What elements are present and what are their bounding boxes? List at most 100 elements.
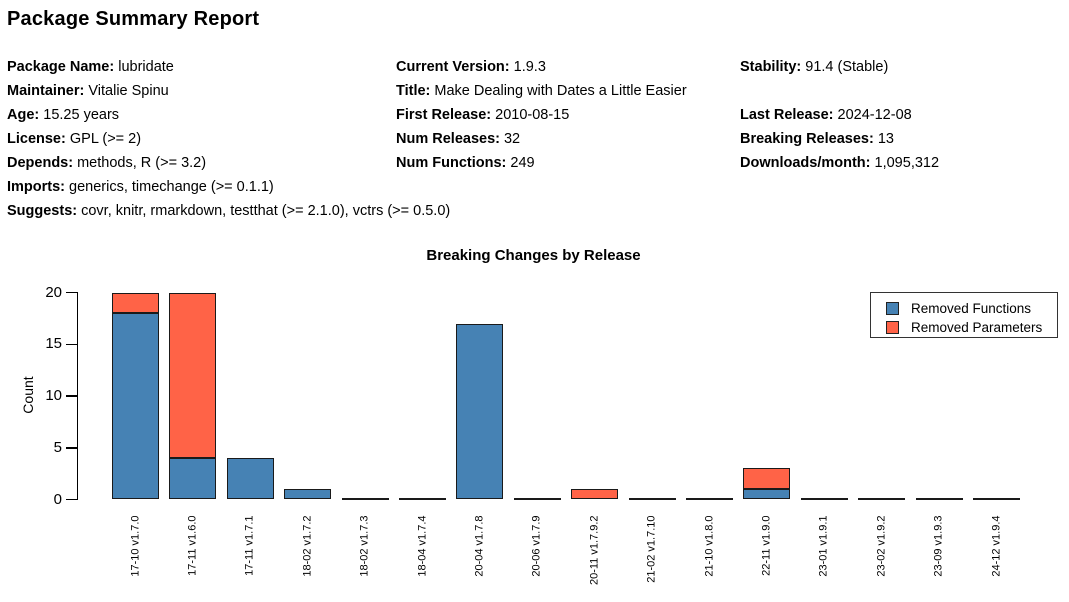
- info-field-value: GPL (>= 2): [65, 131, 142, 147]
- bar-removed-parameters: [743, 468, 791, 490]
- y-axis-tick: [66, 395, 77, 397]
- x-axis-tick-label: 23-09 v1.9.3: [932, 515, 945, 577]
- x-axis-tick-label: 18-02 v1.7.3: [358, 515, 371, 577]
- info-field-value: Make Dealing with Dates a Little Easier: [430, 83, 687, 99]
- legend-swatch-icon: [886, 302, 899, 315]
- info-field: Stability: 91.4 (Stable): [740, 55, 939, 79]
- info-field: License: GPL (>= 2): [7, 127, 450, 151]
- info-field-label: License:: [7, 131, 66, 147]
- info-field-label: Last Release:: [740, 107, 834, 123]
- info-field-label: Current Version:: [396, 59, 510, 75]
- info-field-label: Num Releases:: [396, 131, 500, 147]
- y-axis-tick: [66, 291, 77, 294]
- y-axis-tick-label: 20: [45, 283, 62, 301]
- info-field-label: Downloads/month:: [740, 155, 871, 171]
- bar-zero-baseline: [399, 498, 446, 500]
- info-field: Maintainer: Vitalie Spinu: [7, 79, 450, 103]
- y-axis-tick-label: 10: [45, 387, 62, 404]
- info-field-label: Maintainer:: [7, 83, 85, 99]
- bar-zero-baseline: [858, 498, 906, 500]
- info-field-value: generics, timechange (>= 0.1.1): [65, 179, 274, 195]
- y-axis-tick: [66, 498, 77, 501]
- breaking-changes-chart: Breaking Changes by Release Count 0 5 10 15…: [0, 240, 1069, 602]
- bar-zero-baseline: [341, 498, 389, 500]
- bar-zero-baseline: [513, 498, 561, 500]
- x-axis-tick-label: 20-11 v1.7.9.2: [588, 515, 601, 585]
- info-field: Imports: generics, timechange (>= 0.1.1): [7, 175, 450, 199]
- bar-removed-functions: [112, 313, 159, 500]
- y-axis-tick-label: 0: [53, 490, 62, 508]
- chart-title: Breaking Changes by Release: [426, 247, 641, 264]
- legend-swatch-icon: [886, 321, 899, 334]
- page-title: Package Summary Report: [7, 8, 260, 30]
- bar-removed-parameters: [169, 292, 217, 459]
- info-field: Num Releases: 32: [396, 127, 687, 151]
- bar-zero-baseline: [800, 498, 848, 500]
- info-column-version: Current Version: 1.9.3 Title: Make Dealin…: [396, 55, 687, 175]
- bar-zero-baseline: [915, 498, 963, 500]
- x-axis-tick-label: 21-10 v1.8.0: [703, 515, 715, 577]
- info-field: First Release: 2010-08-15: [396, 103, 687, 127]
- info-field-label: Depends:: [7, 155, 74, 171]
- bar-removed-functions: [456, 323, 504, 500]
- x-axis-tick-label: 17-10 v1.7.0: [129, 515, 141, 577]
- chart-legend: Removed Functions Removed Parameters: [870, 292, 1058, 338]
- y-axis-tick-label: 5: [53, 438, 62, 456]
- info-field: [740, 79, 939, 103]
- info-field: Last Release: 2024-12-08: [740, 103, 939, 127]
- info-column-stability: Stability: 91.4 (Stable) Last Release: 20…: [740, 55, 939, 175]
- y-axis-spine: [76, 292, 78, 500]
- x-axis-tick-label: 17-11 v1.6.0: [186, 515, 199, 576]
- x-axis-tick-label: 21-02 v1.7.10: [645, 515, 658, 583]
- y-axis-tick-label: 15: [45, 335, 62, 353]
- x-axis-tick-label: 23-01 v1.9.1: [817, 515, 830, 577]
- info-field-label: Suggests:: [7, 203, 78, 219]
- legend-entry: Removed Parameters: [886, 318, 1057, 337]
- info-field-label: Stability:: [740, 59, 802, 75]
- info-field: Current Version: 1.9.3: [396, 55, 687, 79]
- info-field-value: lubridate: [114, 59, 174, 75]
- bar-zero-baseline: [686, 498, 733, 500]
- info-field-value: 249: [506, 155, 535, 171]
- info-field-label: Imports:: [7, 179, 65, 195]
- info-field-value: 91.4 (Stable): [801, 59, 889, 75]
- info-field: Package Name: lubridate: [7, 55, 450, 79]
- info-field-label: Num Functions:: [396, 155, 507, 171]
- info-field-label: Package Name:: [7, 59, 115, 75]
- bar-removed-parameters: [571, 489, 619, 500]
- info-field-value: 13: [873, 131, 894, 147]
- info-field: Title: Make Dealing with Dates a Little …: [396, 79, 687, 103]
- info-field: Depends: methods, R (>= 3.2): [7, 151, 450, 175]
- x-axis-tick-label: 20-04 v1.7.8: [473, 515, 486, 577]
- info-field: Age: 15.25 years: [7, 103, 450, 127]
- bar-removed-functions: [284, 489, 332, 500]
- x-axis-tick-label: 18-04 v1.7.4: [416, 515, 428, 577]
- info-field: Downloads/month: 1,095,312: [740, 151, 939, 175]
- info-field-value: 15.25 years: [39, 107, 120, 123]
- info-field-value: 2010-08-15: [491, 107, 570, 123]
- info-column-package: Package Name: lubridate Maintainer: Vital…: [7, 55, 450, 223]
- info-field-value: covr, knitr, rmarkdown, testthat (>= 2.1…: [77, 203, 451, 219]
- x-axis-tick-label: 20-06 v1.7.9: [530, 515, 543, 577]
- info-field-value: 2024-12-08: [833, 107, 912, 123]
- y-axis-tick: [66, 447, 77, 449]
- legend-label: Removed Parameters: [911, 320, 1043, 335]
- info-field-label: Breaking Releases:: [740, 131, 874, 147]
- info-field-value: 32: [499, 131, 521, 147]
- bar-zero-baseline: [628, 498, 676, 500]
- info-field-value: 1,095,312: [870, 155, 940, 171]
- info-field: Suggests: covr, knitr, rmarkdown, testth…: [7, 199, 450, 223]
- info-field-label: Title:: [396, 83, 431, 99]
- x-axis-tick-label: 17-11 v1.7.1: [243, 515, 256, 576]
- info-field-value: 1.9.3: [509, 59, 546, 75]
- info-field-value: methods, R (>= 3.2): [73, 155, 207, 171]
- info-field-value: Vitalie Spinu: [84, 83, 169, 99]
- legend-entry: Removed Functions: [886, 299, 1057, 318]
- bar-zero-baseline: [973, 498, 1020, 500]
- info-field-label: First Release:: [396, 107, 492, 123]
- bar-removed-parameters: [112, 292, 159, 314]
- bar-removed-functions: [743, 489, 791, 500]
- info-field: Num Functions: 249: [396, 151, 687, 175]
- info-field-label: Age:: [7, 107, 40, 123]
- x-axis-tick-label: 24-12 v1.9.4: [990, 515, 1002, 577]
